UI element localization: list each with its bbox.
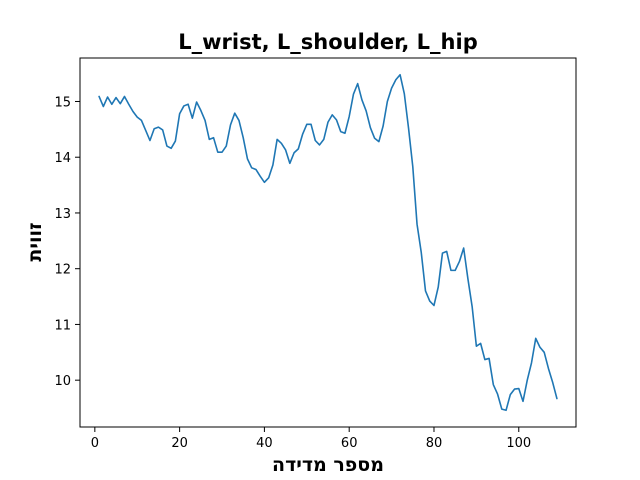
y-axis-label: זווית [24,222,46,261]
y-tick-label: 13 [54,207,71,222]
x-tick-label: 20 [171,436,188,451]
y-tick-label: 11 [54,318,71,333]
y-tick-label: 14 [54,151,71,166]
x-axis: 0 20 40 60 80 100 [91,427,531,451]
x-axis-label: מספר מדידה [272,454,384,476]
chart-title: L_wrist, L_shoulder, L_hip [178,30,477,54]
y-tick-label: 15 [54,95,71,110]
y-tick-label: 12 [54,263,71,278]
y-axis: 10 11 12 13 14 15 [54,95,80,389]
x-tick-label: 40 [256,436,273,451]
series-line [98,73,558,412]
axes-frame [79,57,577,428]
y-tick-label: 10 [54,374,71,389]
x-tick-label: 80 [426,436,443,451]
x-tick-label: 60 [341,436,358,451]
x-tick-label: 0 [91,436,99,451]
x-tick-label: 100 [506,436,531,451]
